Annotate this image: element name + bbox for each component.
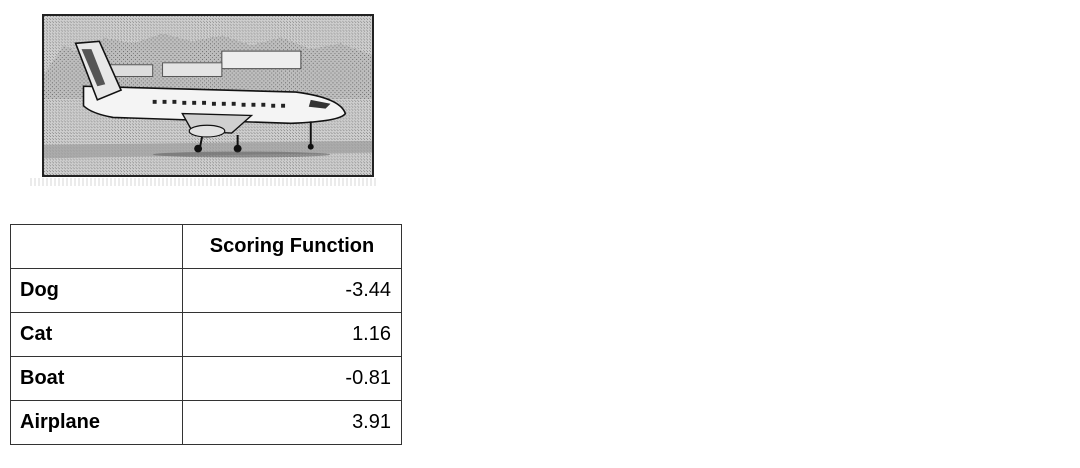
table-header-row: Scoring Function [10,224,402,269]
column-header: Scoring Function [182,224,402,269]
photo-shadow [30,178,378,186]
airplane-icon [44,16,372,175]
corner-cell [10,224,183,269]
table-row: Dog -3.44 [10,268,402,313]
row-label: Cat [10,312,183,357]
row-label: Dog [10,268,183,313]
table-row: Boat -0.81 [10,356,402,401]
row-label: Airplane [10,400,183,445]
row-value: 3.91 [182,400,402,445]
airplane-photo [42,14,374,177]
row-value: -0.81 [182,356,402,401]
scores-table: Scoring Function Dog -3.44 Cat 1.16 Boat… [10,224,402,445]
row-label: Boat [10,356,183,401]
table-row: Cat 1.16 [10,312,402,357]
row-value: 1.16 [182,312,402,357]
row-value: -3.44 [182,268,402,313]
table-row: Airplane 3.91 [10,400,402,445]
